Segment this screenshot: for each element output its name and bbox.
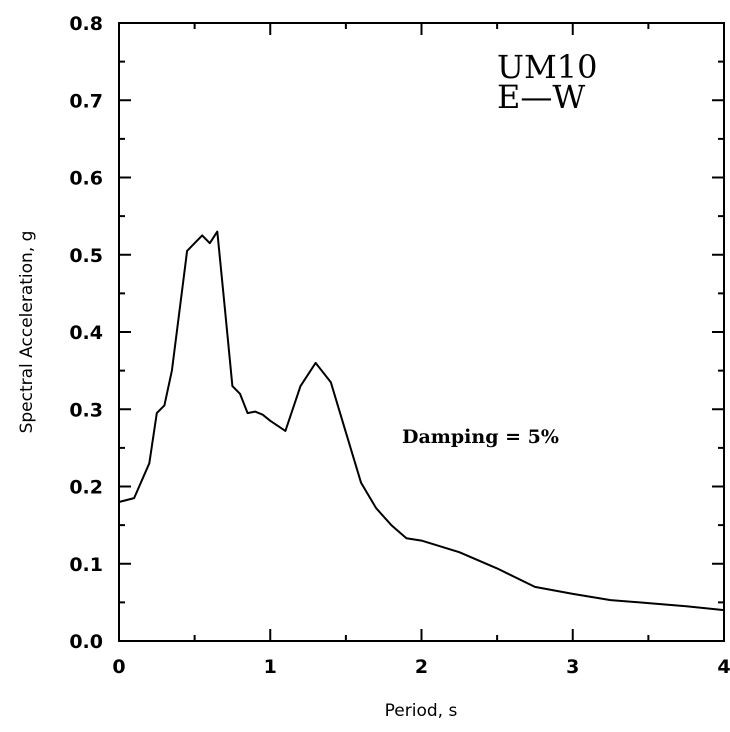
x-tick-label: 3 (566, 656, 579, 678)
y-tick-label: 0.7 (69, 90, 103, 112)
x-tick-label: 4 (717, 656, 730, 678)
y-tick-label: 0.6 (69, 168, 103, 190)
y-tick-label: 0.5 (69, 245, 103, 267)
spectral-acceleration-series-line (118, 230, 725, 612)
x-tick-label: 0 (112, 656, 125, 678)
y-tick-labels: 0.0 0.1 0.2 0.3 0.4 0.5 0.6 0.7 0.8 (69, 13, 103, 653)
damping-annotation: Damping = 5% (402, 426, 559, 448)
y-tick-label: 0.0 (69, 631, 103, 653)
x-tick-label: 1 (264, 656, 277, 678)
component-label: E—W (497, 78, 585, 116)
x-tick-label: 2 (415, 656, 428, 678)
axis-ticks (118, 22, 725, 642)
y-tick-label: 0.1 (69, 554, 103, 576)
y-tick-label: 0.3 (69, 399, 103, 421)
y-tick-label: 0.2 (69, 477, 103, 499)
x-tick-labels: 0 1 2 3 4 (112, 656, 730, 678)
station-label: UM10 (497, 48, 597, 86)
x-axis-title: Period, s (385, 701, 458, 721)
y-tick-label: 0.4 (69, 322, 103, 344)
plot-frame (118, 22, 725, 642)
y-axis-title: Spectral Acceleration, g (17, 231, 37, 434)
y-tick-label: 0.8 (69, 13, 103, 35)
